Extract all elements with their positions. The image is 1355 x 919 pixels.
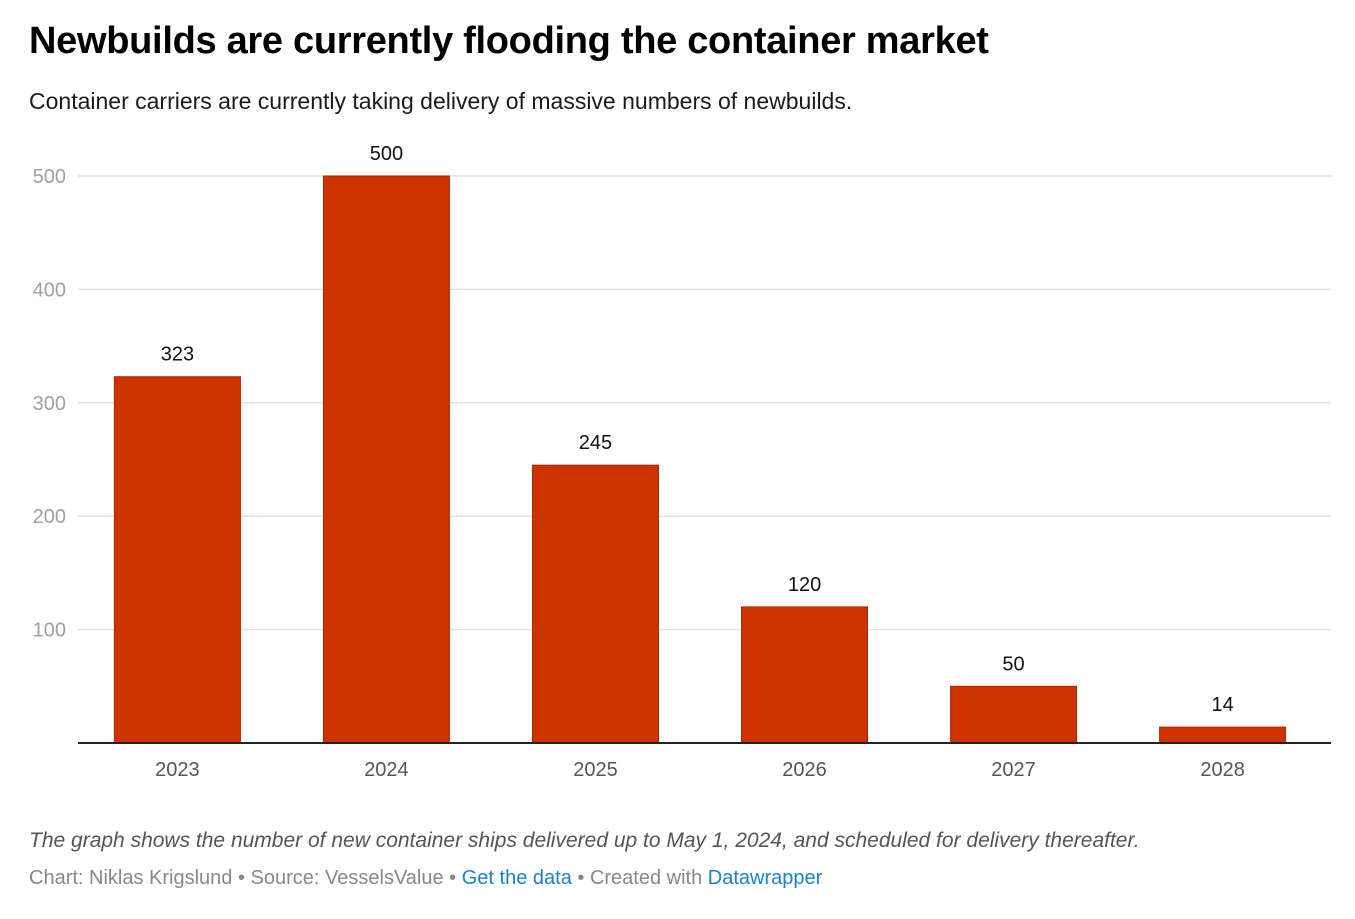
data-label: 50 [1002,653,1024,675]
x-tick-label: 2027 [991,759,1036,781]
separator: • [571,867,590,889]
author-credit: Chart: Niklas Krigslund [29,867,233,889]
x-tick-label: 2025 [573,759,618,781]
bar-2028 [1159,726,1287,744]
y-tick-label: 200 [33,506,66,528]
separator: • [443,867,462,889]
separator: • [232,867,251,889]
data-label: 14 [1211,694,1233,716]
x-tick-label: 2028 [1200,759,1245,781]
datawrapper-link[interactable]: Datawrapper [707,867,823,889]
chart-subtitle: Container carriers are currently taking … [29,88,853,114]
data-label: 245 [579,432,612,454]
bar-2023 [113,376,241,744]
x-tick-label: 2026 [782,759,827,781]
bar-2027 [950,685,1078,744]
y-tick-label: 500 [33,166,66,188]
x-tick-label: 2024 [364,759,409,781]
data-label: 323 [161,344,194,366]
bar-2026 [741,606,869,744]
data-label: 500 [370,143,403,165]
chart-title: Newbuilds are currently flooding the con… [29,20,989,62]
chart-note: The graph shows the number of new contai… [29,829,1140,852]
y-tick-label: 100 [33,620,66,642]
data-label: 120 [788,574,821,596]
source-credit: Source: VesselsValue [250,867,444,889]
y-tick-label: 400 [33,279,66,301]
y-tick-label: 300 [33,393,66,415]
bar-2024 [322,175,450,744]
x-tick-label: 2023 [155,759,200,781]
chart-credits: Chart: Niklas Krigslund • Source: Vessel… [29,867,822,890]
bar-2025 [531,464,659,744]
get-data-link[interactable]: Get the data [461,867,572,889]
created-with-label: Created with [589,867,703,889]
